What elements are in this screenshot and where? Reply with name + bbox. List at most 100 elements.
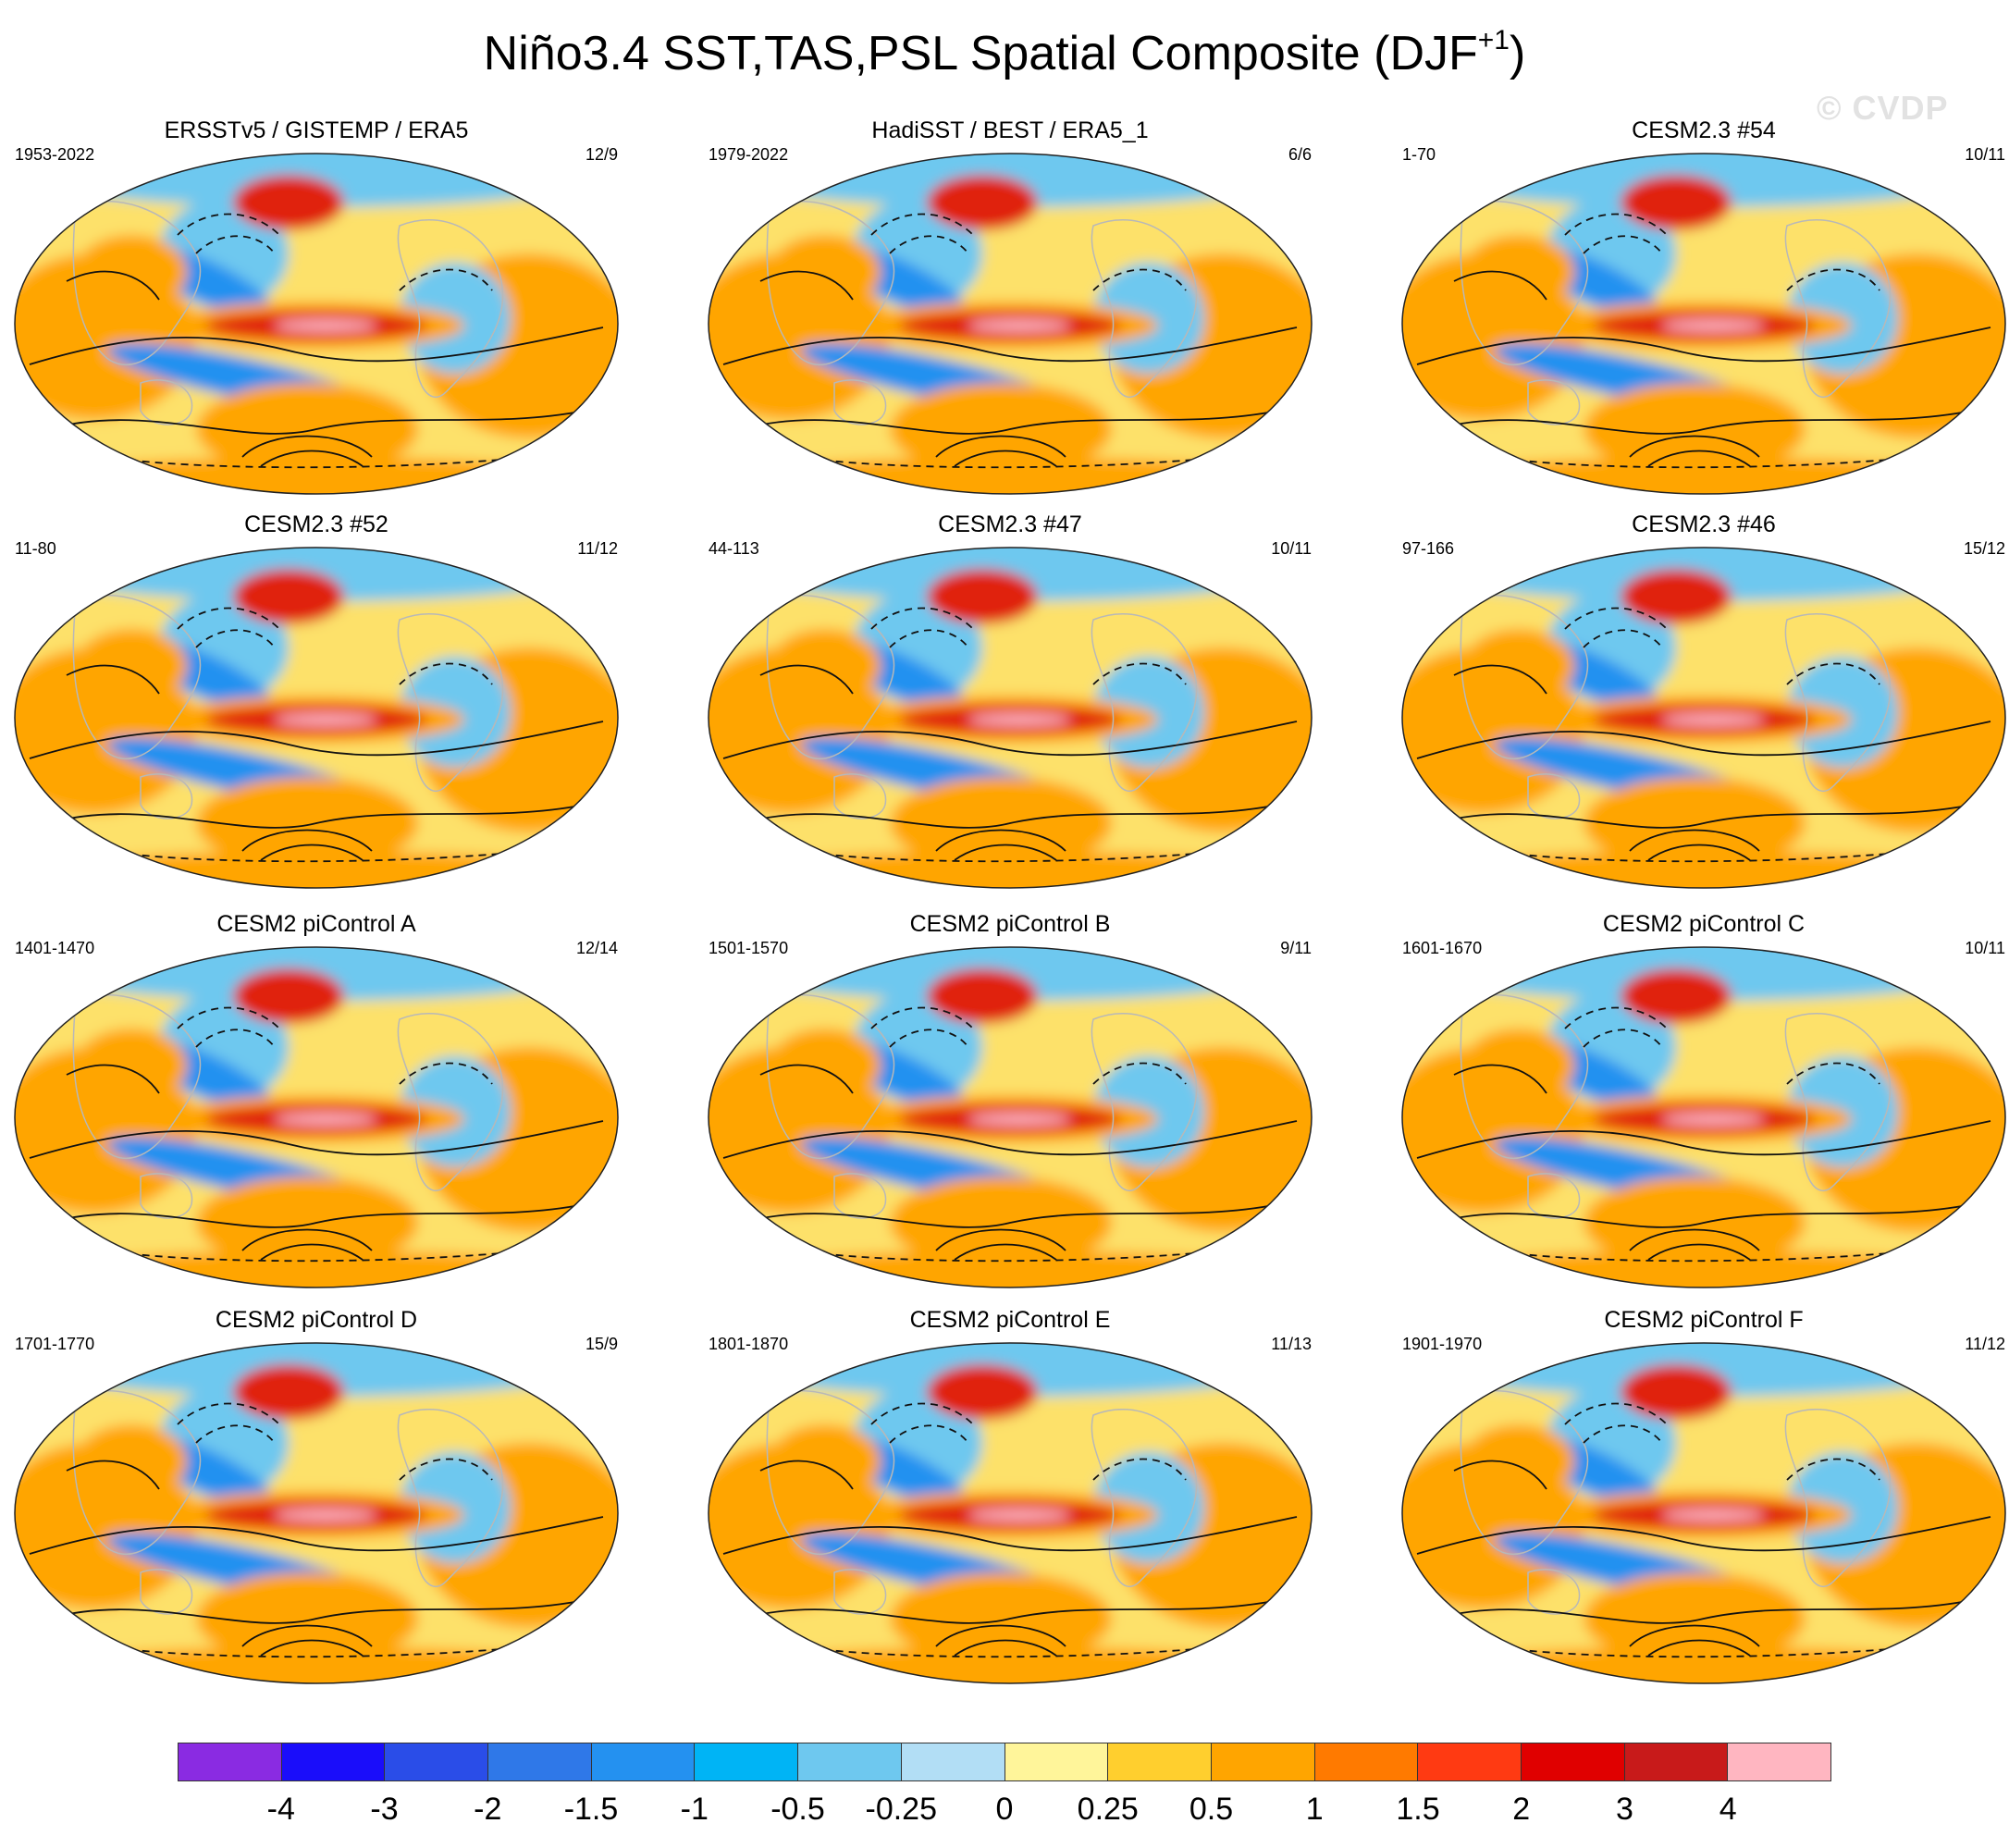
- colorbar-labels: -4 -3 -2 -1.5 -1 -0.5 -0.25 0 0.25 0.5 1 1.5 2 3 4: [0, 1783, 2009, 1830]
- psl-contour: [241, 435, 373, 458]
- psl-contour: [260, 844, 364, 861]
- psl-contour: [759, 664, 854, 695]
- psl-contour: [1564, 1006, 1668, 1029]
- panel-count: 12/9: [585, 145, 618, 164]
- psl-contour: [1786, 268, 1880, 291]
- panel-years: 1979-2022: [709, 145, 789, 164]
- psl-contour: [1435, 410, 1973, 435]
- panel-count: 11/12: [1965, 1335, 2005, 1353]
- panel-years: 1953-2022: [15, 145, 95, 164]
- psl-contour: [47, 1203, 585, 1228]
- coastline: [766, 200, 1198, 425]
- map-panel: CESM2 piControl F 1901-1970 11/12: [1399, 1306, 2009, 1694]
- global-map: [708, 153, 1313, 495]
- map-border: [14, 1342, 619, 1684]
- colorbar-box: [281, 1743, 386, 1780]
- psl-contour: [47, 1599, 585, 1624]
- coastline: [1460, 594, 1892, 819]
- psl-contour: [177, 607, 280, 630]
- panel-count: 11/12: [577, 539, 618, 558]
- psl-contour: [1453, 1064, 1547, 1094]
- watermark: © CVDP: [1817, 89, 1949, 127]
- colorbar-tick-label: 0.5: [1189, 1792, 1234, 1827]
- psl-contour: [1453, 1460, 1547, 1490]
- map-panel: ERSSTv5 / GISTEMP / ERA5 1953-2022 12/9: [11, 117, 622, 505]
- psl-contour: [741, 410, 1279, 435]
- psl-contour: [1416, 721, 1991, 759]
- psl-contour: [241, 829, 373, 852]
- global-map: [1401, 547, 2006, 889]
- psl-contour: [1647, 450, 1751, 467]
- psl-contour: [889, 1029, 969, 1048]
- panel-title: CESM2 piControl A: [216, 911, 416, 937]
- panel-years: 1-70: [1402, 145, 1436, 164]
- psl-contour: [1583, 1029, 1663, 1048]
- colorbar-tick-label: 4: [1719, 1792, 1737, 1827]
- psl-contour: [177, 213, 280, 236]
- psl-contour: [66, 664, 160, 695]
- panel-title: CESM2 piControl B: [909, 911, 1111, 937]
- panel-count: 12/14: [575, 939, 618, 957]
- map-field: [1402, 947, 2005, 1287]
- psl-contour: [399, 662, 493, 685]
- psl-contour: [1647, 1243, 1751, 1261]
- psl-contour: [870, 1402, 974, 1425]
- panel-title: HadiSST / BEST / ERA5_1: [871, 117, 1149, 143]
- global-map: [14, 946, 619, 1288]
- coastline: [72, 200, 504, 425]
- psl-contour: [954, 450, 1057, 467]
- psl-contour: [29, 1516, 604, 1555]
- panel-title: CESM2 piControl F: [1604, 1307, 1804, 1333]
- global-map: [708, 946, 1313, 1288]
- psl-contour: [1490, 850, 1917, 863]
- global-map: [14, 153, 619, 495]
- colorbar-tick-label: -3: [370, 1792, 399, 1827]
- panel-count: 9/11: [1280, 939, 1312, 957]
- psl-contour: [889, 235, 969, 254]
- map-border: [1401, 946, 2006, 1288]
- psl-contour: [103, 1250, 530, 1263]
- colorbar-box: [179, 1743, 282, 1780]
- coastline: [72, 1389, 504, 1615]
- psl-contour: [722, 721, 1298, 759]
- colorbar-box: [1521, 1743, 1625, 1780]
- psl-contour: [1564, 607, 1668, 630]
- psl-contour: [195, 1424, 276, 1444]
- panel-years: 1401-1470: [15, 939, 95, 957]
- panel-count: 10/11: [1965, 145, 2005, 164]
- panel-title: CESM2 piControl C: [1602, 911, 1806, 937]
- colorbar-box: [695, 1743, 799, 1780]
- psl-contour: [195, 1029, 276, 1048]
- panel-title: CESM2.3 #46: [1632, 511, 1776, 537]
- colorbar-tick-label: 3: [1616, 1792, 1633, 1827]
- psl-contour: [935, 1228, 1066, 1251]
- map-border: [1401, 1342, 2006, 1684]
- psl-contour: [1435, 1599, 1973, 1624]
- map-border: [1401, 547, 2006, 889]
- psl-contour: [1583, 235, 1663, 254]
- psl-contour: [889, 1424, 969, 1444]
- map-border: [14, 946, 619, 1288]
- psl-contour: [1490, 1645, 1917, 1658]
- psl-contour: [1629, 1624, 1760, 1647]
- psl-contour: [195, 629, 276, 648]
- colorbar-box: [798, 1743, 902, 1780]
- map-border: [1401, 153, 2006, 495]
- psl-contour: [1629, 829, 1760, 852]
- global-map: [708, 547, 1313, 889]
- map-panel: CESM2.3 #46 97-166 15/12: [1399, 511, 2009, 899]
- psl-contour: [870, 213, 974, 236]
- psl-contour: [1453, 270, 1547, 301]
- psl-contour: [66, 1064, 160, 1094]
- colorbar-tick-label: -2: [474, 1792, 502, 1827]
- map-border: [14, 547, 619, 889]
- psl-contour: [1435, 804, 1973, 829]
- psl-contour: [954, 844, 1057, 861]
- panel-count: 10/11: [1271, 539, 1312, 558]
- coastline: [1460, 200, 1892, 425]
- psl-contour: [759, 270, 854, 301]
- coastline: [72, 993, 504, 1219]
- map-border: [708, 547, 1313, 889]
- panel-title: CESM2 piControl D: [215, 1307, 418, 1333]
- psl-contour: [1092, 1458, 1187, 1481]
